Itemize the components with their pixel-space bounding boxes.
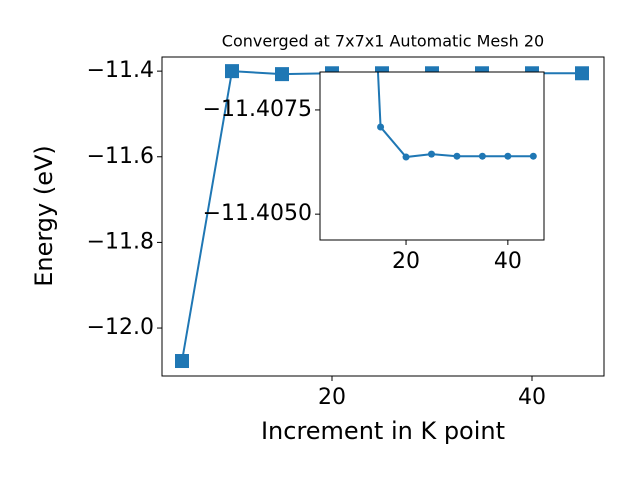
x-tick-label: 40	[518, 385, 546, 410]
y-tick-label: −11.4050	[203, 201, 312, 226]
y-tick-label: −11.6	[87, 144, 154, 169]
data-point	[225, 64, 239, 79]
x-tick-label: 20	[392, 249, 420, 274]
data-point	[427, 150, 435, 158]
data-point	[175, 354, 189, 369]
data-point	[453, 152, 461, 160]
y-tick-label: −11.4	[87, 58, 154, 83]
y-tick-label: −11.4075	[203, 97, 312, 122]
y-axis-label: Energy (eV)	[30, 145, 58, 287]
axes-frame	[319, 71, 545, 241]
data-point	[275, 67, 289, 82]
y-tick-label: −12.0	[87, 315, 154, 340]
data-point	[504, 152, 512, 160]
data-line	[376, 72, 534, 159]
chart-title: Converged at 7x7x1 Automatic Mesh 20	[222, 32, 544, 51]
plot-group	[376, 72, 537, 161]
x-tick-label: 40	[494, 249, 522, 274]
x-tick-label: 20	[318, 385, 346, 410]
data-point	[402, 153, 410, 161]
data-point	[377, 123, 385, 131]
axes-frame	[161, 56, 605, 377]
data-point	[478, 152, 486, 160]
data-point	[575, 66, 589, 81]
data-point	[529, 152, 537, 160]
y-tick-label: −11.8	[87, 229, 154, 254]
x-axis-label: Increment in K point	[261, 417, 505, 445]
